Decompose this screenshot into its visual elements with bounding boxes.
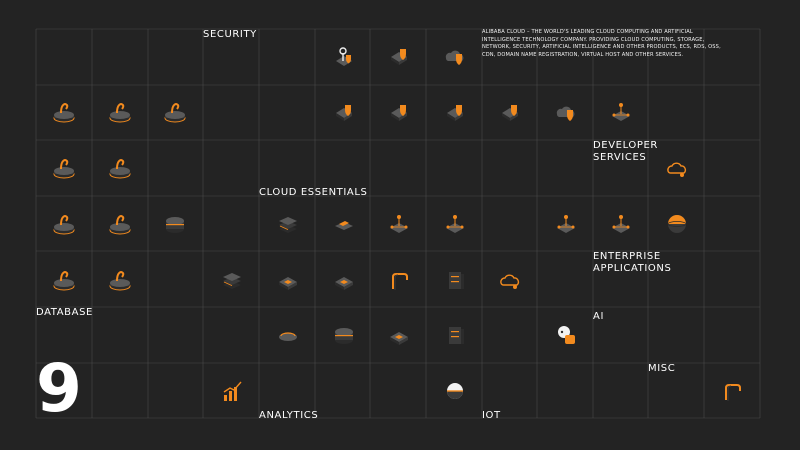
analytics-chart-icon [219,378,245,404]
category-ai: AI [593,311,604,322]
cloud-slab-icon [331,267,357,293]
cloud-stack-icon [219,267,245,293]
cloud-pyramid-icon [386,211,412,237]
cloud-cylinder-icon [331,322,357,348]
cloud-tag-icon [331,211,357,237]
database-atom-icon [107,267,133,293]
category-enterprise-applications: ENTERPRISE APPLICATIONS [593,251,672,274]
cloud-pillar-icon [442,322,468,348]
database-molecule-icon [107,211,133,237]
database-pin-icon [107,155,133,181]
security-shield-panel-icon [497,99,523,125]
security-key-icon [331,43,357,69]
cloud-server-icon [442,267,468,293]
category-cloud-essentials: CLOUD ESSENTIALS [259,187,368,198]
category-analytics: ANALYTICS [259,410,319,421]
ai-robot-icon [553,322,579,348]
database-gear-icon [107,99,133,125]
database-rabbit-icon [51,267,77,293]
category-iot: IOT [482,410,501,421]
cloud-rail-icon [386,267,412,293]
cloud-network-icon [442,211,468,237]
misc-arch-icon [719,378,745,404]
security-shield-cloud-icon [442,43,468,69]
iot-sphere-icon [442,378,468,404]
database-drop-icon [51,155,77,181]
database-leaf-icon [51,211,77,237]
developer-cloud-icon [664,155,690,181]
security-shield-server-icon [442,99,468,125]
category-misc: MISC [648,363,676,374]
security-shield-box-icon [386,43,412,69]
category-security: SECURITY [203,29,257,40]
cloud-cube-icon [386,322,412,348]
security-shield-cloud-2-icon [553,99,579,125]
security-bomb-shield-icon [331,99,357,125]
cloud-layers-icon [275,211,301,237]
page-number: 9 [36,350,82,427]
database-hook-icon [51,99,77,125]
enterprise-nodes-icon [608,211,634,237]
category-developer-services: DEVELOPER SERVICES [593,140,658,163]
company-description: Alibaba Cloud – The World's leading clou… [482,29,721,58]
database-disk-icon [162,211,188,237]
enterprise-globe-icon [664,211,690,237]
enterprise-network-icon [553,211,579,237]
category-database: DATABASE [36,307,93,318]
security-shield-network-icon [386,99,412,125]
cloud-dns-icon [497,267,523,293]
database-curve-icon [162,99,188,125]
developer-hierarchy-icon [608,99,634,125]
cloud-orbit-icon [275,322,301,348]
cloud-chip-icon [275,267,301,293]
